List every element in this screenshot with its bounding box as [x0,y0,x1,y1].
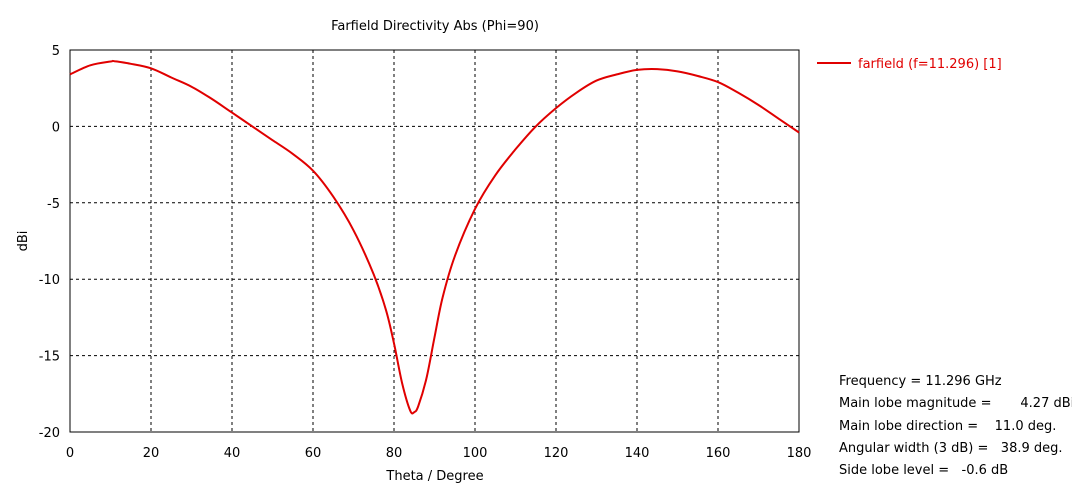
x-tick-label-60: 60 [305,446,322,461]
plot-frame [69,49,800,433]
info-main-lobe-magnitude-value: = 4.27 dBi [980,396,1072,412]
info-main-lobe-direction-value: = 11.0 deg. [967,418,1057,434]
info-angular-width-label: Angular width (3 dB) [839,440,974,456]
info-main-lobe-magnitude-label: Main lobe magnitude [839,396,977,412]
info-frequency: Frequency = 11.296 GHz [839,371,1072,393]
info-angular-width-value: = 38.9 deg. [977,440,1063,456]
info-angular-width: Angular width (3 dB) = 38.9 deg. [839,438,1072,460]
y-tick-label--5: -5 [47,197,60,212]
y-tick-label--10: -10 [39,273,60,288]
x-tick-label-120: 120 [544,446,569,461]
x-tick-label-140: 140 [625,446,650,461]
y-tick-label--15: -15 [39,350,60,365]
series-line-0 [69,59,800,415]
tick-labels: 0 20 40 60 80 100 120 140 160 180 5 0 -5 -10 -15 -20 [39,44,812,461]
info-frequency-label: Frequency [839,374,907,389]
x-tick-label-100: 100 [463,446,488,461]
y-tick-label-5: 5 [52,44,60,59]
x-tick-label-160: 160 [706,446,731,461]
grid-lines [70,50,799,432]
info-main-lobe-magnitude: Main lobe magnitude = 4.27 dBi [839,393,1072,415]
info-frequency-value: = 11.296 GHz [910,374,1002,389]
series-layer [69,59,800,415]
info-main-lobe-direction: Main lobe direction = 11.0 deg. [839,416,1072,438]
info-side-lobe-level: Side lobe level = -0.6 dB [839,460,1072,482]
legend: farfield (f=11.296) [1] [817,57,1002,72]
x-tick-label-20: 20 [143,446,160,461]
x-tick-label-180: 180 [787,446,812,461]
farfield-info-panel: Frequency = 11.296 GHz Main lobe magnitu… [839,371,1072,482]
y-tick-label--20: -20 [39,426,60,441]
x-tick-label-80: 80 [386,446,403,461]
y-tick-label-0: 0 [52,120,60,135]
info-side-lobe-level-label: Side lobe level [839,463,935,479]
info-side-lobe-level-value: = -0.6 dB [938,463,1009,479]
y-axis-label: dBi [16,231,31,252]
x-axis-label: Theta / Degree [385,469,483,484]
x-tick-label-0: 0 [66,446,74,461]
legend-label: farfield (f=11.296) [1] [858,57,1002,72]
x-tick-label-40: 40 [224,446,241,461]
chart-title: Farfield Directivity Abs (Phi=90) [331,19,539,34]
info-main-lobe-direction-label: Main lobe direction [839,418,964,434]
